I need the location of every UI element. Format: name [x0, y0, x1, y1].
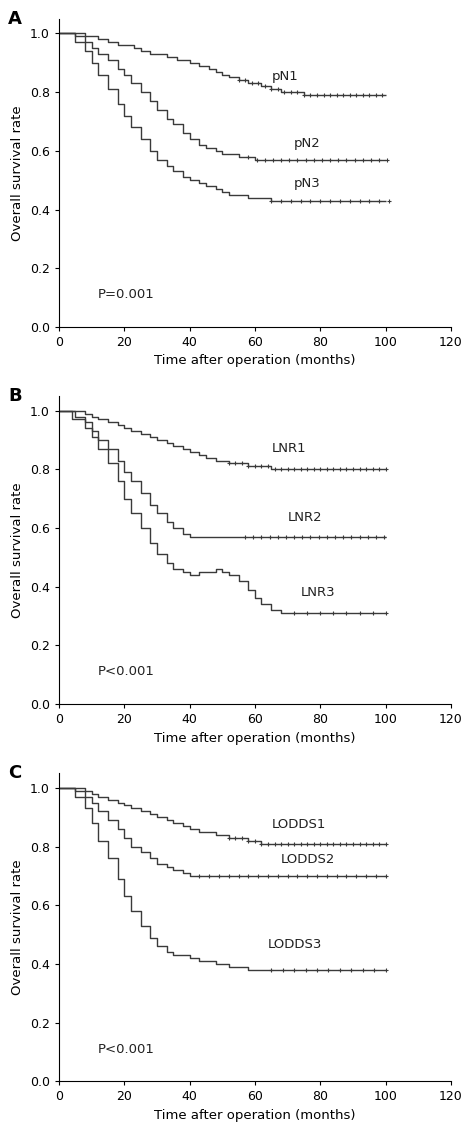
Y-axis label: Overall survival rate: Overall survival rate	[11, 105, 24, 240]
X-axis label: Time after operation (months): Time after operation (months)	[154, 732, 356, 744]
Text: LNR1: LNR1	[271, 442, 306, 455]
Text: A: A	[8, 9, 22, 27]
Y-axis label: Overall survival rate: Overall survival rate	[11, 483, 24, 617]
Text: pN3: pN3	[294, 177, 321, 189]
Text: C: C	[8, 764, 21, 782]
Text: LNR2: LNR2	[288, 511, 322, 525]
Text: P<0.001: P<0.001	[98, 1042, 155, 1056]
Text: LODDS3: LODDS3	[268, 938, 322, 952]
Text: P=0.001: P=0.001	[98, 288, 155, 301]
Text: B: B	[8, 386, 21, 404]
Text: P<0.001: P<0.001	[98, 665, 155, 679]
Text: LNR3: LNR3	[301, 586, 335, 599]
Text: pN2: pN2	[294, 137, 321, 150]
Text: pN1: pN1	[271, 69, 298, 83]
Y-axis label: Overall survival rate: Overall survival rate	[11, 860, 24, 995]
Text: LODDS1: LODDS1	[271, 818, 326, 832]
X-axis label: Time after operation (months): Time after operation (months)	[154, 355, 356, 367]
X-axis label: Time after operation (months): Time after operation (months)	[154, 1109, 356, 1122]
Text: LODDS2: LODDS2	[281, 853, 336, 867]
